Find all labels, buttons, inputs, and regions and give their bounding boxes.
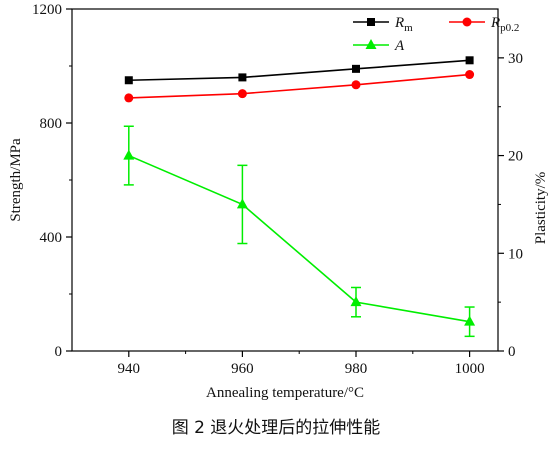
legend-label-main: R (490, 15, 500, 31)
legend-marker (365, 39, 377, 49)
y-left-tick-label: 400 (40, 230, 63, 246)
data-point (238, 73, 247, 82)
figure-caption: 图 2 退火处理后的拉伸性能 (171, 418, 381, 438)
legend: Rm Rp0.2A (353, 15, 519, 54)
y-right-tick-label: 10 (508, 246, 523, 262)
legend-label-main: R (394, 15, 404, 31)
data-point (350, 296, 362, 307)
legend-label-sub: m (404, 22, 413, 34)
data-point (351, 80, 361, 90)
series-layer (123, 56, 476, 338)
series-r-m (124, 56, 474, 85)
axes-layer: 940 960 980 1000 0 400 800 1200 0 10 20 30 Annealing… (8, 2, 549, 401)
series-r-p0-2 (124, 70, 475, 103)
legend-label-main: A (394, 38, 405, 54)
data-point (236, 198, 248, 209)
x-tick-label: 980 (345, 361, 368, 377)
x-tick-label: 1000 (455, 361, 485, 377)
series-line (128, 73, 470, 99)
data-point (464, 315, 476, 326)
legend-label: Rm (394, 15, 413, 34)
y-left-tick-label: 0 (55, 344, 63, 360)
y-right-tick-label: 20 (508, 149, 523, 165)
legend-label: Rp0.2 (490, 15, 519, 34)
y-left-axis-label: Strength/MPa (8, 138, 24, 222)
legend-item: A (353, 38, 405, 54)
data-point (124, 93, 134, 103)
series-line (128, 59, 470, 82)
legend-marker (462, 17, 472, 27)
legend-item: Rm (353, 15, 413, 34)
data-point (465, 70, 475, 80)
y-right-tick-label: 0 (508, 344, 516, 360)
data-point (123, 149, 135, 160)
x-tick-label: 940 (118, 361, 141, 377)
legend-marker (367, 18, 375, 26)
legend-label: A (394, 38, 405, 54)
series-line (128, 154, 470, 323)
x-axis-label: Annealing temperature/°C (206, 385, 364, 401)
data-point (352, 64, 360, 73)
legend-item: Rp0.2 (449, 15, 519, 34)
y-left-tick-label: 800 (40, 116, 63, 132)
y-left-tick-label: 1200 (32, 2, 62, 18)
legend-label-sub: p0.2 (500, 22, 519, 34)
x-tick-label: 960 (231, 361, 254, 377)
plot-frame (71, 8, 499, 352)
data-point (465, 56, 474, 65)
data-point (124, 76, 133, 85)
y-right-tick-label: 30 (508, 51, 523, 67)
series-a (123, 125, 476, 338)
y-right-axis-label: Plasticity/% (533, 172, 549, 245)
data-point (237, 89, 247, 99)
